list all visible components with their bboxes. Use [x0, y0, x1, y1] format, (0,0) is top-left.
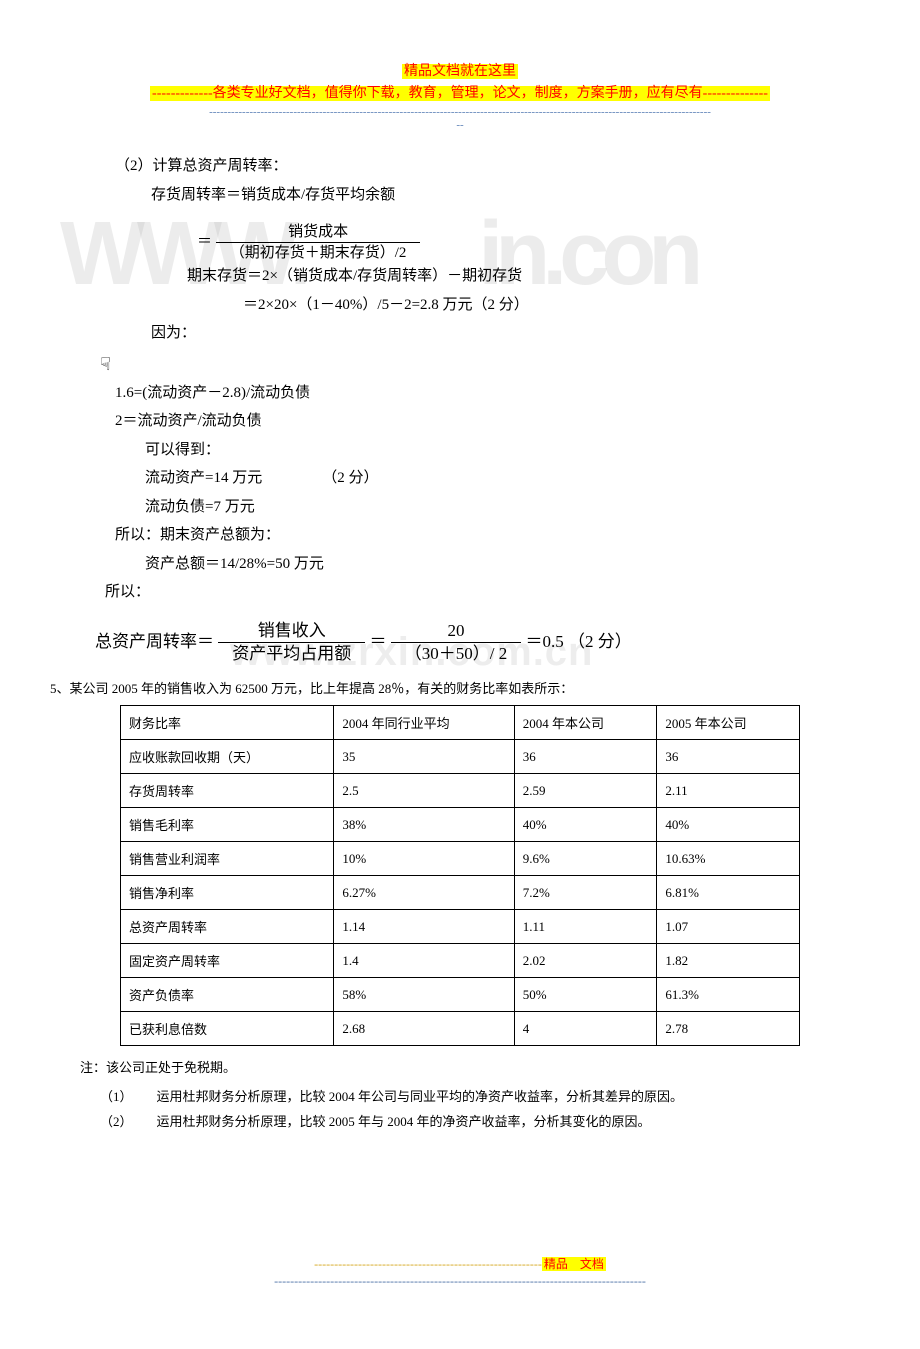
calc-line-8: 可以得到： [145, 436, 880, 465]
calc-line-3: 期末存货＝2×（销货成本/存货周转率）－期初存货 [187, 262, 880, 291]
table-note: 注：该公司正处于免税期。 [80, 1056, 870, 1081]
header-title-line: 精品文档就在这里 [40, 60, 880, 80]
calc-line-5: 因为： [151, 319, 880, 348]
header-banner: -------------各类专业好文档，值得你下载，教育，管理，论文，制度，方… [40, 82, 880, 102]
calc-line-1: （2）计算总资产周转率： [115, 152, 880, 181]
big-f1-den: 资产平均占用额 [218, 643, 365, 664]
table-row: 已获利息倍数2.6842.78 [121, 1012, 800, 1046]
table-header-row: 财务比率 2004 年同行业平均 2004 年本公司 2005 年本公司 [121, 706, 800, 740]
calc-line-9: 流动资产=14 万元（2 分） [145, 464, 880, 493]
footer-line-2: ----------------------------------------… [40, 1274, 880, 1289]
calc-line-4: ＝2×20×（1－40%）/5－2=2.8 万元（2 分） [243, 291, 880, 320]
big-f2-num: 20 [391, 621, 521, 643]
calc-line-2: 存货周转率＝销货成本/存货平均余额 [151, 181, 880, 210]
calc-line-6: 1.6=(流动资产－2.8)/流动负债 [115, 379, 880, 408]
banner-dash-left: ------------- [152, 86, 213, 101]
calculation-block: （2）计算总资产周转率： 存货周转率＝销货成本/存货平均余额 ＝ 销货成本 （期… [115, 152, 880, 348]
calc-line-7: 2＝流动资产/流动负债 [115, 407, 880, 436]
th-1: 2004 年同行业平均 [334, 706, 514, 740]
table-row: 销售净利率6.27%7.2%6.81% [121, 876, 800, 910]
sub-question-1: （1）运用杜邦财务分析原理，比较 2004 年公司与同业平均的净资产收益率，分析… [100, 1085, 880, 1110]
table-row: 存货周转率2.52.592.11 [121, 774, 800, 808]
table-row: 销售营业利润率10%9.6%10.63% [121, 842, 800, 876]
calc-line-12: 资产总额＝14/28%=50 万元 [145, 550, 880, 579]
turnover-formula: 总资产周转率＝ 销售收入 资产平均占用额 ＝ 20 （30＋50）/ 2 ＝0.… [95, 621, 880, 665]
table-row: 固定资产周转率1.42.021.82 [121, 944, 800, 978]
calc-line-11: 所以：期末资产总额为： [115, 521, 880, 550]
hand-icon: ☟ [100, 354, 880, 375]
footer: ----------------------------------------… [40, 1255, 880, 1289]
calc-line-13: 所以： [105, 578, 880, 607]
banner-text: 各类专业好文档，值得你下载，教育，管理，论文，制度，方案手册，应有尽有 [213, 86, 703, 101]
sub-question-2: （2）运用杜邦财务分析原理，比较 2005 年与 2004 年的净资产收益率，分… [100, 1110, 880, 1135]
big-f1-num: 销售收入 [218, 621, 365, 643]
th-3: 2005 年本公司 [657, 706, 800, 740]
calc-line-10: 流动负债=7 万元 [145, 493, 880, 522]
question-5: 5、某公司 2005 年的销售收入为 62500 万元，比上年提高 28％，有关… [50, 679, 840, 700]
calc-block-2: 1.6=(流动资产－2.8)/流动负债 2＝流动资产/流动负债 可以得到： 流动… [115, 379, 880, 607]
financial-ratio-table: 财务比率 2004 年同行业平均 2004 年本公司 2005 年本公司 应收账… [120, 705, 800, 1046]
banner-dash-right: -------------- [703, 86, 768, 101]
table-row: 应收账款回收期（天）353636 [121, 740, 800, 774]
table-row: 销售毛利率38%40%40% [121, 808, 800, 842]
footer-line-1: ----------------------------------------… [40, 1255, 880, 1272]
calc-frac-1: ＝ 销货成本 （期初存货＋期末存货）/2 [197, 223, 880, 262]
th-0: 财务比率 [121, 706, 334, 740]
header-title: 精品文档就在这里 [402, 64, 518, 79]
frac1-den: （期初存货＋期末存货）/2 [216, 243, 421, 262]
dashed-divider: ----------------------------------------… [40, 106, 880, 132]
th-2: 2004 年本公司 [514, 706, 657, 740]
frac1-num: 销货成本 [216, 223, 421, 243]
table-row: 资产负债率58%50%61.3% [121, 978, 800, 1012]
big-f2-den: （30＋50）/ 2 [391, 643, 521, 664]
table-row: 总资产周转率1.141.111.07 [121, 910, 800, 944]
